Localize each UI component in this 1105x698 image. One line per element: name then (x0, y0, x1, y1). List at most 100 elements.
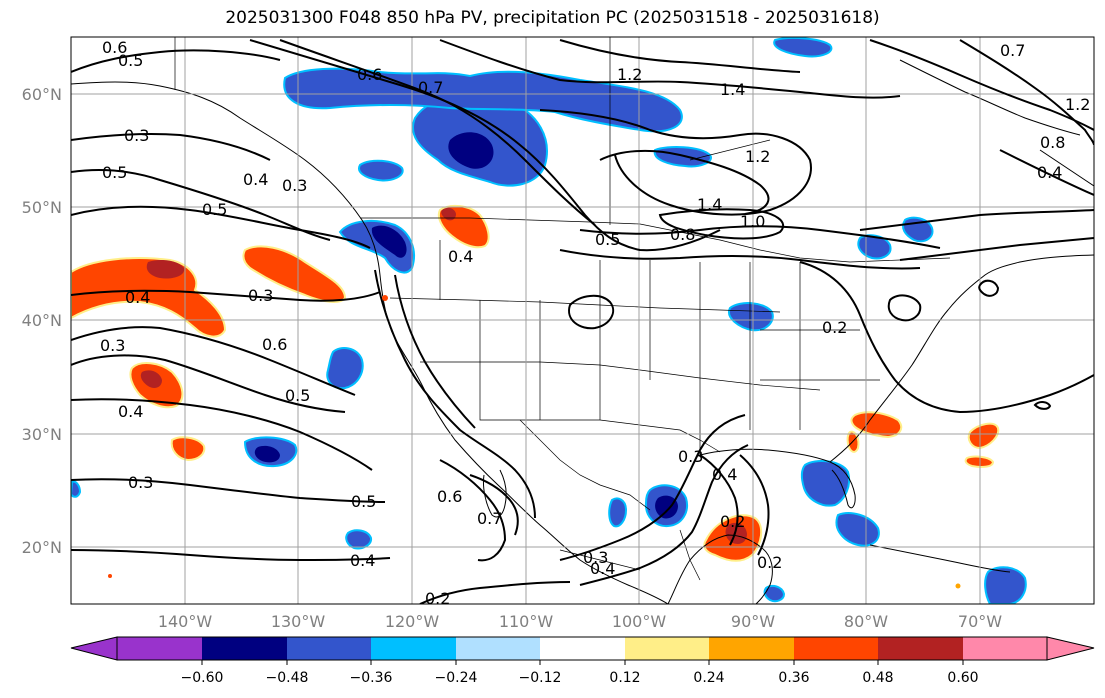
contour-label: 1.0 (740, 212, 765, 231)
contour-label: 0.2 (822, 318, 847, 337)
precip-blob (984, 566, 1027, 604)
contour-label: 0.3 (282, 176, 307, 195)
contour-label: 0.4 (243, 170, 268, 189)
contour-label: 0.7 (1000, 41, 1025, 60)
colorbar-bin (709, 637, 794, 660)
precip-blob (71, 480, 82, 498)
contour-label: 0.5 (285, 386, 310, 405)
precip-blob (146, 260, 185, 279)
precip-blob (283, 67, 683, 133)
contour-label: 0.7 (418, 78, 443, 97)
colorbar-extend-high (1046, 636, 1095, 661)
colorbar: −0.60 −0.48 −0.36 −0.24 −0.12 0.12 0.24 … (70, 636, 1095, 686)
lon-tick-label: 130°W (271, 612, 326, 631)
contour-label: 0.5 (102, 163, 127, 182)
lon-tick-label: 100°W (612, 612, 667, 631)
lon-tick-label: 140°W (158, 612, 213, 631)
colorbar-tick-label: 0.24 (693, 670, 724, 686)
lat-tick-label: 50°N (22, 198, 62, 217)
contour-label: 0.5 (118, 51, 143, 70)
precip-blob (728, 302, 774, 332)
lat-tick-label: 60°N (22, 85, 62, 104)
lon-tick-label: 80°W (844, 612, 888, 631)
contour-label: 0.3 (583, 548, 608, 567)
contour-labels: 0.6 0.5 0.3 0.5 0.5 0.4 0.3 0.4 0.3 0.6 … (100, 38, 1090, 608)
map-title: 2025031300 F048 850 hPa PV, precipitatio… (225, 8, 880, 28)
political-borders (174, 37, 951, 581)
precip-blob (345, 529, 373, 550)
colorbar-tick-label: −0.12 (519, 670, 562, 686)
contour-label: 0.8 (670, 225, 695, 244)
precip-blob (800, 459, 851, 507)
colorbar-bin (963, 637, 1047, 660)
contour-label: 0.4 (118, 402, 143, 421)
contour-label: 0.4 (1037, 163, 1062, 182)
contour-label: 0.7 (477, 509, 502, 528)
colorbar-tick-label: −0.48 (266, 670, 309, 686)
pv-contours (71, 39, 1094, 604)
precip-blob (655, 495, 678, 519)
colorbar-tick-label: 0.48 (862, 670, 893, 686)
contour-label: 0.5 (595, 230, 620, 249)
colorbar-bin (202, 637, 287, 660)
colorbar-bin (287, 637, 371, 660)
precip-blob (835, 512, 880, 547)
contour-label: 0.3 (248, 286, 273, 305)
lon-tick-label: 110°W (499, 612, 554, 631)
lat-tick-label: 40°N (22, 311, 62, 330)
contour-label: 0.3 (100, 336, 125, 355)
precip-blob (850, 411, 903, 439)
colorbar-extend-low (70, 636, 118, 661)
contour-label: 1.2 (1065, 95, 1090, 114)
lat-tick-label: 20°N (22, 538, 62, 557)
precip-blob (371, 225, 407, 258)
contour-label: 0.3 (128, 473, 153, 492)
contour-label: 0.3 (124, 126, 149, 145)
contour-label: 0.6 (262, 335, 287, 354)
map-border (70, 36, 1095, 605)
precip-shading (71, 37, 1027, 604)
contour-label: 0.2 (720, 512, 745, 531)
precip-blob (964, 455, 995, 468)
contour-label: 0.6 (102, 38, 127, 57)
colorbar-bin (456, 637, 540, 660)
lon-tick-label: 90°W (731, 612, 775, 631)
contour-label: 0.4 (712, 465, 737, 484)
colorbar-tick-label: −0.36 (350, 670, 393, 686)
colorbar-tick-label: 0.12 (609, 670, 640, 686)
precip-blob (763, 585, 786, 603)
precip-blob (170, 436, 206, 462)
contour-label: 0.2 (425, 589, 450, 608)
precip-blob (358, 159, 404, 182)
contour-label: 0.2 (757, 553, 782, 572)
colorbar-bin (371, 637, 456, 660)
precip-blob (967, 422, 1000, 450)
precip-blob (71, 257, 227, 338)
colorbar-tick-label: 0.36 (778, 670, 809, 686)
contour-label: 0.4 (125, 288, 150, 307)
contour-label: 0.4 (590, 559, 615, 578)
colorbar-bin (878, 637, 963, 660)
contour-label: 0.8 (1040, 133, 1065, 152)
colorbar-tick-label: −0.24 (435, 670, 478, 686)
precip-blob (846, 430, 860, 453)
lon-tick-labels: 140°W 130°W 120°W 110°W 100°W 90°W 80°W … (158, 612, 1002, 631)
lat-tick-label: 30°N (22, 425, 62, 444)
precip-blob (448, 132, 494, 169)
contour-label: 1.2 (745, 147, 770, 166)
lon-tick-label: 70°W (958, 612, 1002, 631)
contour-label: 1.4 (697, 195, 722, 214)
precip-blob (725, 522, 747, 544)
precip-blob (441, 207, 456, 221)
contour-label: 0.5 (202, 200, 227, 219)
colorbar-bin (625, 637, 709, 660)
lon-tick-label: 120°W (385, 612, 440, 631)
precip-blob (254, 445, 280, 463)
contour-label: 0.3 (678, 447, 703, 466)
precip-blob (326, 347, 364, 390)
contour-label: 1.4 (720, 80, 745, 99)
contour-label: 0.5 (351, 492, 376, 511)
lat-tick-labels: 60°N 50°N 40°N 30°N 20°N (22, 85, 62, 557)
precip-blob (773, 37, 833, 58)
